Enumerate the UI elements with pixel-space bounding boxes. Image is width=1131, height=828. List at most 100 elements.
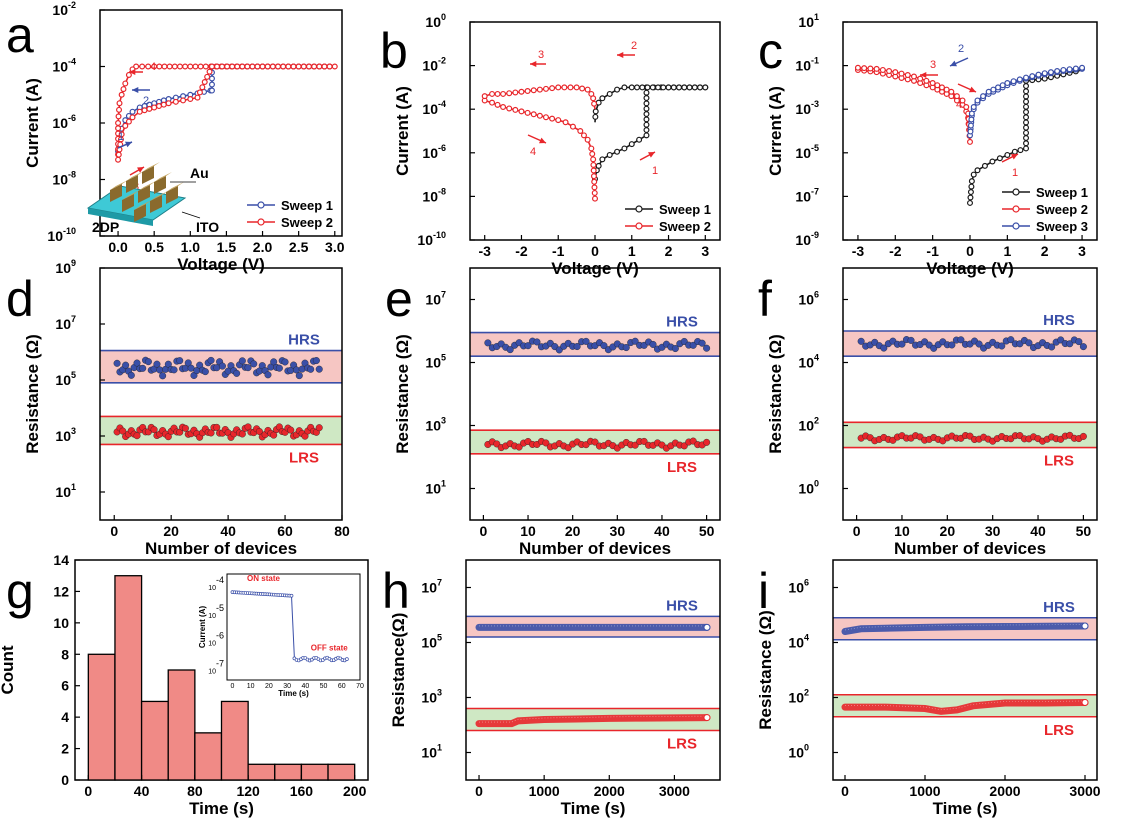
series-sweep-2-point: [584, 86, 591, 93]
series-sweep-2-point: [202, 63, 209, 70]
series-sweep-2-point: [943, 86, 950, 93]
y-tick-label: 101: [55, 482, 76, 500]
panel-h-frame: [465, 559, 721, 781]
histogram-bar: [274, 763, 303, 781]
au-electrode-top: [142, 162, 160, 172]
series-sweep-2-point: [854, 64, 861, 71]
y-tick-label: 101: [425, 479, 446, 497]
y-tick-label: 100: [798, 479, 819, 497]
series-sweep-3-point: [1010, 78, 1017, 85]
series-sweep-1-point: [644, 84, 651, 91]
hrs-point: [1066, 340, 1074, 348]
annotation: 1: [118, 131, 124, 143]
x-tick-label: 0: [591, 243, 599, 259]
series-sweep-2-point: [269, 63, 276, 70]
series-sweep-2-point: [180, 97, 187, 104]
annotation: 3: [930, 59, 936, 71]
series-sweep-2-point: [214, 63, 221, 70]
series-sweep-2-point: [125, 71, 132, 78]
series-sweep-2-point: [549, 115, 556, 122]
retention-lrs-trace: [841, 699, 1089, 715]
series-sweep-1-point: [686, 84, 693, 91]
series-sweep-1-point: [974, 167, 981, 174]
series-sweep-1-point: [1011, 148, 1018, 155]
series-sweep-2-point: [151, 63, 158, 70]
hrs-point: [975, 340, 983, 348]
series-sweep-2-point: [966, 138, 973, 145]
x-tick-label: 10: [894, 523, 910, 539]
series-sweep-2-point: [948, 88, 955, 95]
series-sweep-1-point: [129, 108, 136, 115]
series-sweep-1-point: [968, 183, 975, 190]
x-tick-label: 0: [479, 523, 487, 539]
hrs-point: [218, 362, 226, 370]
y-tick-label: 4: [61, 709, 69, 725]
series-sweep-2-point: [590, 173, 597, 180]
series-sweep-1-point: [606, 151, 613, 158]
inset-x-tick-label: 20: [265, 683, 273, 690]
y-axis-title: Resistance (Ω): [393, 334, 412, 453]
hrs-point: [880, 344, 888, 352]
lrs-point: [150, 426, 158, 434]
histogram-bar: [140, 700, 169, 781]
histogram-bar: [220, 700, 249, 781]
x-tick-label: -3: [852, 243, 865, 259]
series-sweep-1-point: [643, 116, 650, 123]
inset-x-tick-label: 70: [356, 683, 364, 690]
series-sweep-2-point: [584, 136, 591, 143]
series-sweep-2-point: [963, 104, 970, 111]
hrs-point: [1007, 336, 1015, 344]
series-sweep-2-point: [959, 97, 966, 104]
hrs-point: [1048, 343, 1056, 351]
series-sweep-2-point: [589, 150, 596, 157]
hrs-point: [1057, 336, 1065, 344]
series-sweep-3-point: [968, 116, 975, 123]
x-tick-label: 0: [475, 783, 483, 799]
inset-y-tick-label: 10-6: [208, 631, 224, 648]
y-tick-label: 10-4: [422, 99, 446, 117]
series-sweep-2-point: [590, 156, 597, 163]
series-sweep-1-point: [1023, 140, 1030, 147]
series-sweep-1-point: [649, 84, 656, 91]
series-sweep-2-point: [115, 125, 122, 132]
series-sweep-2-point: [904, 72, 911, 79]
series-sweep-2-point: [892, 69, 899, 76]
series-sweep-2-point: [115, 151, 122, 158]
y-tick-label: 102: [788, 688, 809, 706]
histogram-bar: [87, 653, 116, 781]
histogram-bar: [114, 575, 143, 781]
panel-e-frame: [469, 267, 721, 521]
panel-letter: g: [6, 563, 34, 619]
x-tick-label: 40: [134, 783, 150, 799]
series-sweep-2-point: [579, 85, 586, 92]
series-sweep-3-point: [1066, 66, 1073, 73]
lrs-band-label: LRS: [1044, 453, 1074, 470]
series-sweep-3-point: [985, 88, 992, 95]
series-sweep-2-point: [219, 63, 226, 70]
series-sweep-2-point: [506, 90, 513, 97]
series-sweep-1-point: [681, 84, 688, 91]
series-sweep-2-point: [512, 106, 519, 113]
hrs-point: [250, 360, 258, 368]
x-tick-label: 2.5: [289, 239, 309, 255]
series-sweep-2-point: [201, 79, 208, 86]
series-sweep-2-point: [115, 156, 122, 163]
hrs-point: [176, 357, 184, 365]
x-tick-label: -3: [478, 243, 491, 259]
series-sweep-1-point: [702, 84, 709, 91]
series-sweep-1-point: [606, 90, 613, 97]
hrs-point: [600, 342, 608, 350]
series-sweep-3-point: [1079, 64, 1086, 71]
series-sweep-2-point: [254, 63, 261, 70]
series-sweep-2-point: [161, 63, 168, 70]
series-sweep-2-point: [139, 63, 146, 70]
y-axis-title: Count: [0, 645, 17, 694]
retention-end-point: [1081, 698, 1089, 706]
series-sweep-2-point: [518, 108, 525, 115]
x-tick-label: 50: [699, 523, 715, 539]
panel-f-frame: [842, 267, 1098, 521]
lrs-point: [119, 427, 127, 435]
series-sweep-3-point: [1029, 73, 1036, 80]
series-sweep-3-point: [999, 82, 1006, 89]
